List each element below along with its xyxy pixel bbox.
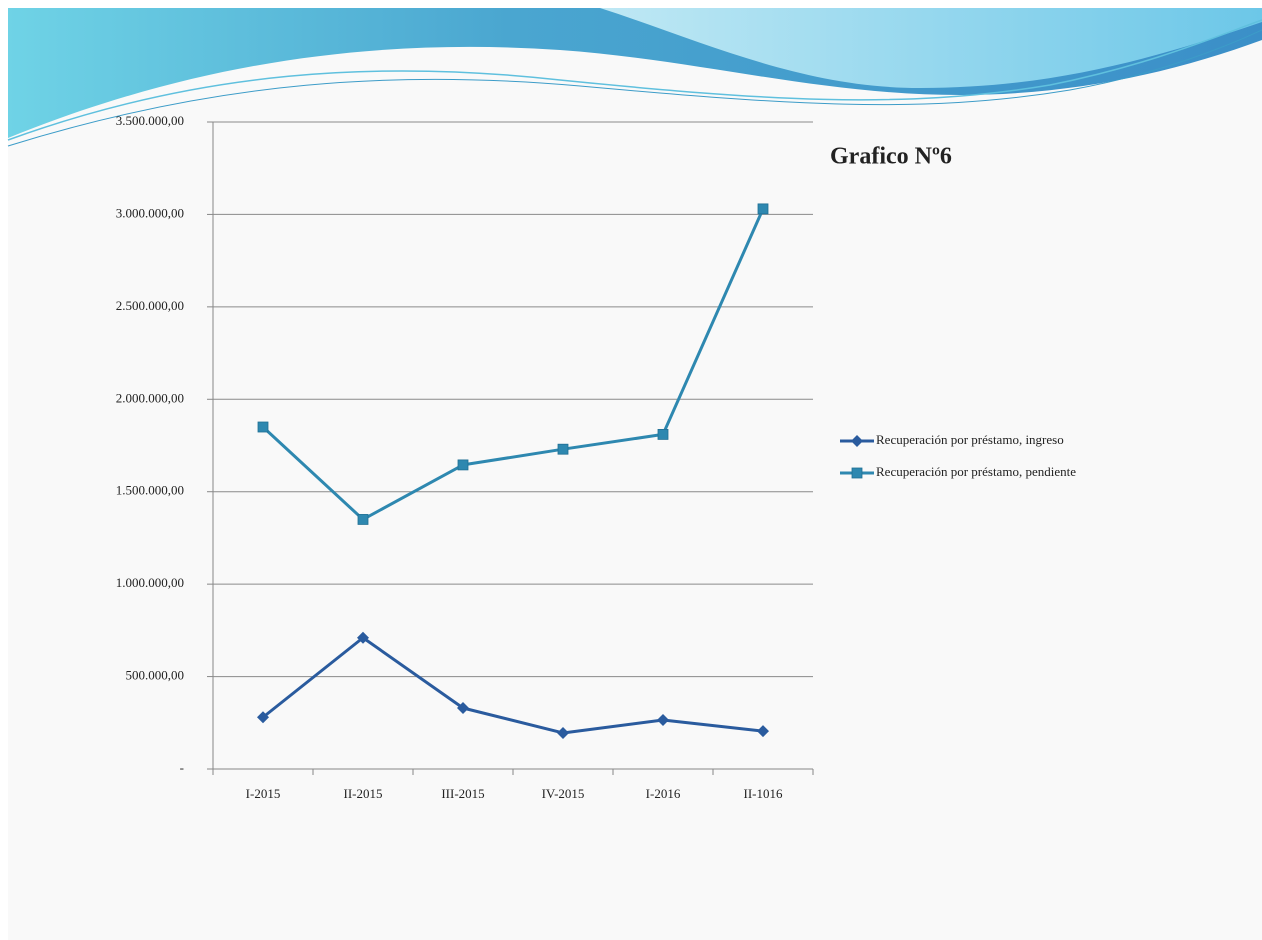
data-point [357, 514, 369, 525]
data-point [557, 726, 569, 739]
data-point [457, 701, 469, 714]
x-tick-label: III-2015 [441, 786, 484, 801]
chart-title: Grafico Nº6 [830, 144, 952, 170]
series-line [262, 636, 764, 735]
x-tick-label: IV-2015 [542, 786, 585, 801]
series-line [261, 208, 765, 521]
x-tick-label: I-2015 [246, 786, 281, 801]
y-tick-label: 3.500.000,00 [116, 113, 184, 128]
header-curve [7, 29, 1262, 147]
x-tick-label: II-1016 [744, 786, 783, 801]
legend-label: Recuperación por préstamo, ingreso [876, 432, 1064, 447]
slide-background [8, 8, 1262, 940]
legend-label: Recuperación por préstamo, pendiente [876, 464, 1076, 479]
data-point [657, 429, 669, 440]
y-tick-label: - [180, 760, 184, 775]
legend-marker [851, 467, 863, 479]
x-tick-label: I-2016 [646, 786, 681, 801]
data-point [757, 203, 769, 215]
legend-marker [851, 435, 863, 447]
data-point [757, 725, 769, 738]
data-point [457, 459, 469, 471]
data-point [257, 421, 269, 433]
y-tick-label: 3.000.000,00 [116, 205, 184, 220]
x-tick-label: II-2015 [344, 786, 383, 801]
header-wave-light [600, 8, 1262, 88]
y-tick-label: 1.500.000,00 [116, 483, 184, 498]
data-point [357, 631, 369, 644]
y-tick-label: 1.000.000,00 [116, 575, 184, 590]
data-point [557, 443, 569, 455]
header-curve [7, 19, 1262, 141]
y-tick-label: 2.000.000,00 [116, 390, 184, 405]
y-tick-label: 500.000,00 [126, 668, 185, 683]
data-point [257, 711, 269, 724]
y-tick-label: 2.500.000,00 [116, 298, 184, 313]
data-point [657, 714, 669, 727]
